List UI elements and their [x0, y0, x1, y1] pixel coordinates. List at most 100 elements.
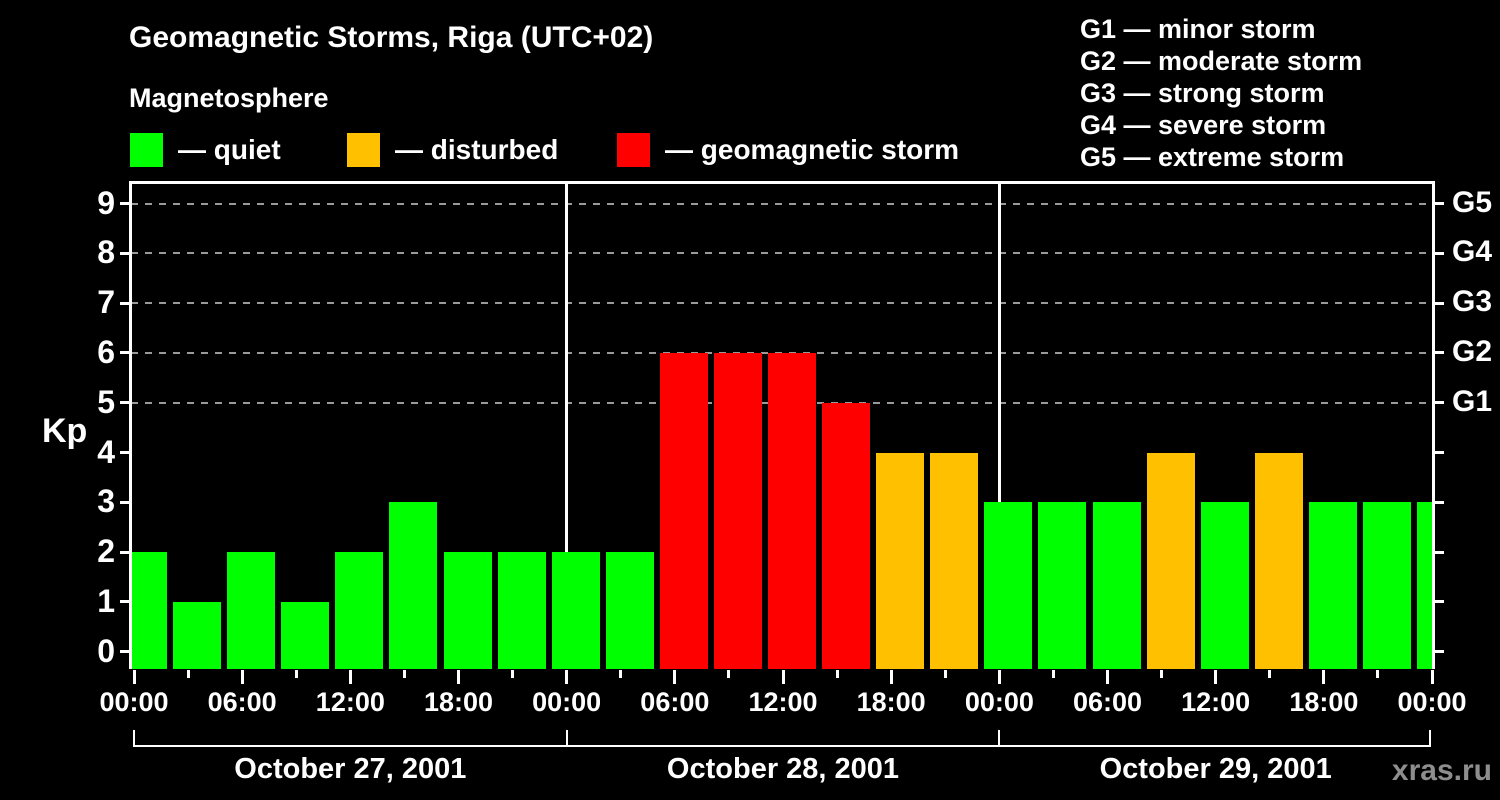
x-major-tick — [1214, 670, 1218, 684]
time-label: 06:00 — [640, 687, 710, 717]
kp-bar — [605, 552, 654, 669]
time-label: 00:00 — [532, 687, 602, 717]
x-minor-tick — [943, 670, 947, 678]
x-major-tick — [673, 670, 677, 684]
y-axis-tick — [119, 202, 129, 205]
x-major-tick — [240, 670, 244, 684]
right-axis-tick — [1435, 650, 1444, 654]
x-major-tick — [1322, 670, 1326, 684]
legend-label-1: — quiet — [178, 134, 281, 165]
storm-scale-item-4: G4 — severe storm — [1080, 110, 1327, 140]
y-axis-tick — [119, 451, 129, 454]
kp-bar — [551, 552, 600, 669]
x-major-tick — [132, 670, 136, 684]
kp-bar — [335, 552, 384, 669]
kp-bar — [497, 552, 546, 669]
x-minor-tick — [727, 670, 731, 678]
x-major-tick — [1430, 670, 1434, 684]
kp-bar — [659, 352, 708, 669]
right-axis-tick — [1435, 550, 1444, 554]
storm-scale-item-1: G1 — minor storm — [1080, 14, 1316, 44]
kp-bar — [713, 352, 762, 669]
legend-swatch-3 — [617, 133, 650, 167]
time-label: 06:00 — [1072, 687, 1143, 717]
date-label: October 29, 2001 — [1099, 753, 1332, 785]
kp-bar — [227, 552, 276, 669]
y-axis-tick — [119, 401, 129, 405]
y-axis-tick — [119, 500, 129, 504]
time-label: 06:00 — [207, 687, 277, 717]
y-axis-tick — [119, 351, 129, 355]
time-label: 12:00 — [748, 687, 818, 717]
y-axis-tick — [119, 251, 129, 255]
y-tick-label: 4 — [97, 433, 115, 470]
y-tick-label: 3 — [97, 483, 115, 520]
legend-swatch-1 — [130, 133, 163, 167]
kp-bar — [1038, 502, 1087, 669]
x-minor-tick — [1268, 670, 1272, 678]
y-axis-tick — [119, 550, 129, 554]
page-title: Geomagnetic Storms, Riga (UTC+02) — [129, 21, 654, 54]
time-label: 18:00 — [423, 687, 494, 717]
right-axis-tick — [1435, 251, 1444, 255]
time-label: 00:00 — [99, 687, 169, 717]
x-major-tick — [1106, 670, 1109, 684]
kp-bar — [768, 352, 816, 669]
grid-line-kp8 — [130, 252, 1432, 255]
right-axis-line — [1432, 183, 1435, 669]
time-label: 00:00 — [964, 687, 1034, 717]
kp-bar — [1200, 502, 1249, 669]
right-axis-tick — [1435, 451, 1444, 454]
time-label: 12:00 — [315, 687, 385, 717]
x-minor-tick — [619, 670, 623, 678]
kp-bar — [1417, 502, 1432, 669]
x-major-tick — [457, 670, 460, 684]
y-axis-line — [128, 183, 132, 669]
x-major-tick — [889, 670, 893, 684]
y-tick-label: 2 — [97, 533, 115, 570]
kp-bar — [1146, 452, 1195, 669]
x-minor-tick — [402, 670, 406, 678]
grid-line-kp9 — [130, 202, 1432, 205]
g-scale-label: G3 — [1452, 285, 1493, 319]
x-minor-tick — [1051, 670, 1055, 678]
x-minor-tick — [835, 670, 839, 678]
y-axis-tick — [119, 301, 129, 305]
plot-top-border — [128, 181, 1435, 184]
y-axis-tick — [119, 650, 129, 654]
g-scale-label: G2 — [1452, 334, 1493, 368]
storm-scale-item-5: G5 — extreme storm — [1080, 142, 1345, 172]
kp-bar — [1308, 502, 1357, 669]
right-axis-tick — [1435, 351, 1444, 355]
x-major-tick — [781, 670, 785, 684]
legend-swatch-2 — [347, 133, 380, 167]
day-bracket-riser — [133, 730, 135, 747]
x-minor-tick — [294, 670, 298, 678]
y-tick-label: 1 — [97, 582, 115, 619]
x-minor-tick — [511, 670, 515, 678]
time-label: 00:00 — [1397, 687, 1467, 717]
g-scale-label: G5 — [1452, 185, 1493, 219]
y-tick-label: 6 — [97, 333, 115, 370]
x-major-tick — [348, 670, 352, 684]
time-label: 12:00 — [1181, 687, 1251, 717]
kp-bar — [984, 502, 1033, 669]
right-axis-tick — [1435, 600, 1444, 604]
g-scale-label: G4 — [1452, 235, 1493, 269]
kp-bar — [1092, 502, 1141, 669]
y-tick-label: 7 — [97, 284, 115, 321]
kp-bar — [131, 552, 167, 669]
day-divider — [565, 183, 568, 669]
kp-bar — [930, 452, 979, 669]
date-label: October 27, 2001 — [234, 753, 467, 785]
time-label: 18:00 — [1289, 687, 1359, 717]
y-tick-label: 8 — [97, 234, 115, 271]
legend-label-3: — geomagnetic storm — [665, 134, 960, 165]
y-tick-label: 9 — [97, 184, 115, 221]
time-label: 18:00 — [856, 687, 926, 717]
y-axis-tick — [119, 600, 129, 604]
